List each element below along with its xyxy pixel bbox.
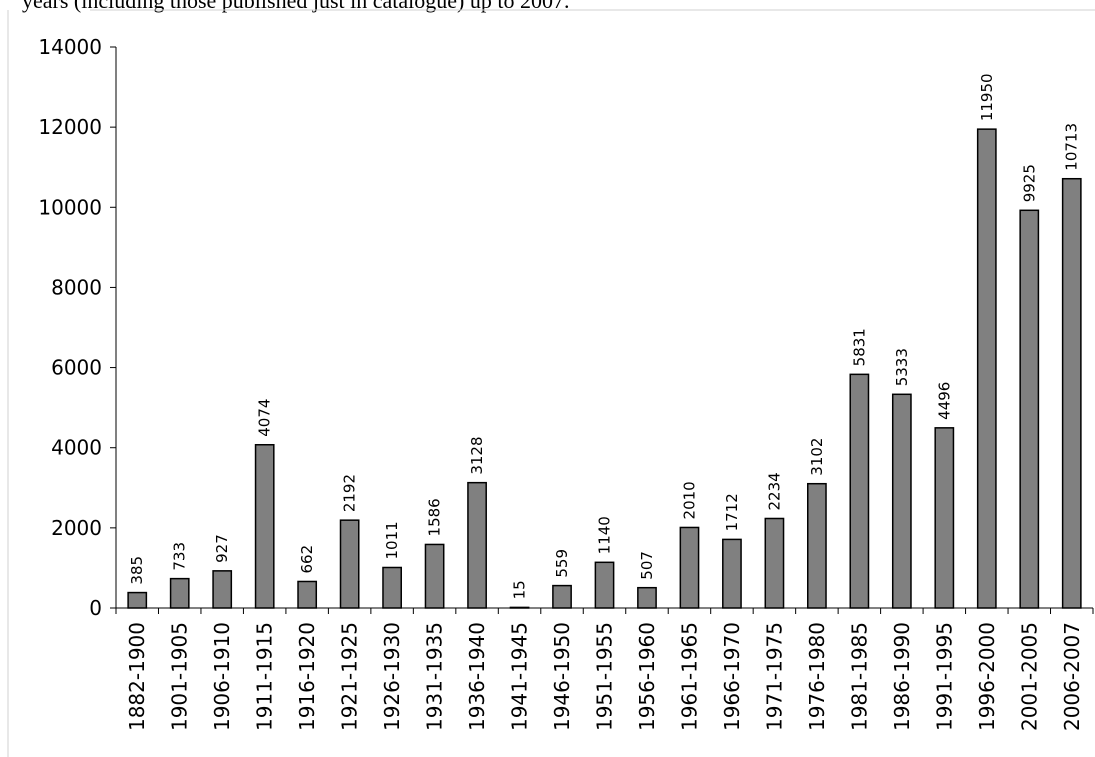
bar: [212, 570, 233, 609]
y-tick-label: 6000: [51, 356, 102, 380]
bar: [339, 519, 360, 609]
bar: [169, 577, 190, 609]
y-tick-label: 14000: [38, 35, 102, 59]
data-label: 733: [171, 542, 189, 571]
data-label: 3102: [808, 438, 826, 476]
bar: [637, 586, 657, 609]
bar: [467, 481, 487, 609]
bar: [552, 584, 572, 609]
data-label: 3128: [468, 436, 486, 474]
data-label: 1011: [383, 521, 401, 559]
x-tick-label: 1961-1965: [677, 622, 701, 731]
bar: [807, 482, 827, 609]
data-label: 4074: [256, 399, 274, 437]
bar: [976, 128, 997, 609]
data-label: 9925: [1020, 164, 1038, 202]
x-tick-label: 1986-1990: [890, 622, 914, 731]
x-tick-label: 1931-1935: [423, 622, 447, 731]
bar: [382, 566, 402, 609]
x-tick-label: 1906-1910: [210, 622, 234, 731]
x-tick-label: 2006-2007: [1060, 622, 1084, 731]
x-tick-label: 1996-2000: [975, 622, 999, 731]
x-tick-label: 1971-1975: [762, 622, 786, 731]
y-axis: 0 2000 4000 6000 8000 10000 12000 14000: [38, 35, 117, 620]
x-tick-label: 2001-2005: [1017, 622, 1041, 731]
data-label: 2234: [765, 472, 783, 510]
data-label: 5333: [893, 348, 911, 386]
bar: [722, 538, 742, 609]
x-tick-label: 1976-1980: [805, 622, 829, 731]
bar: [1019, 209, 1040, 609]
y-tick-label: 0: [89, 596, 102, 620]
bar: [297, 580, 318, 609]
bar: [594, 561, 615, 609]
bar: [679, 526, 700, 609]
x-tick-label: 1991-1995: [932, 622, 956, 731]
data-label: 1712: [723, 493, 741, 531]
y-tick-label: 2000: [51, 516, 102, 540]
x-tick-label: 1956-1960: [635, 622, 659, 731]
x-tick-label: 1941-1945: [508, 622, 532, 731]
data-label: 559: [553, 549, 571, 578]
bar: [1061, 177, 1082, 609]
x-tick-label: 1936-1940: [465, 622, 489, 731]
data-label: 927: [213, 534, 231, 563]
data-label: 5831: [850, 328, 868, 366]
bars: 385 733 927 4074 662 2192 1011 1586 3128 15 559 114…: [127, 73, 1082, 609]
data-label: 662: [298, 545, 316, 574]
data-label: 2010: [680, 481, 698, 519]
bar: [934, 427, 955, 609]
x-tick-label: 1946-1950: [550, 622, 574, 731]
data-label: 385: [128, 556, 146, 585]
y-tick-label: 4000: [51, 436, 102, 460]
y-tick-label: 10000: [38, 195, 102, 219]
data-label: 507: [638, 551, 656, 580]
x-tick-label: 1981-1985: [847, 622, 871, 731]
data-label: 1140: [596, 516, 614, 554]
bar: [849, 373, 870, 609]
x-tick-label: 1916-1920: [295, 622, 319, 731]
y-tick-label: 12000: [38, 115, 102, 139]
x-tick-label: 1966-1970: [720, 622, 744, 731]
data-label: 11950: [978, 73, 996, 121]
data-label: 2192: [341, 474, 359, 512]
x-tick-label: 1951-1955: [593, 622, 617, 731]
bar: [127, 591, 148, 609]
data-label: 1586: [426, 498, 444, 536]
data-label: 10713: [1063, 123, 1081, 171]
bar: [254, 443, 275, 609]
bar: [891, 393, 912, 609]
bar: [424, 543, 445, 609]
data-label: 4496: [935, 382, 953, 420]
x-tick-label: 1926-1930: [380, 622, 404, 731]
bar: [764, 517, 785, 609]
x-tick-label: 1882-1900: [125, 622, 149, 731]
data-label: 15: [511, 580, 529, 599]
x-axis: 1882-1900 1901-1905 1906-1910 1911-1915 1916…: [115, 607, 1094, 731]
y-tick-label: 8000: [51, 275, 102, 299]
x-tick-label: 1901-1905: [168, 622, 192, 731]
x-tick-label: 1911-1915: [253, 622, 277, 731]
bar: [509, 606, 530, 609]
x-tick-label: 1921-1925: [338, 622, 362, 731]
